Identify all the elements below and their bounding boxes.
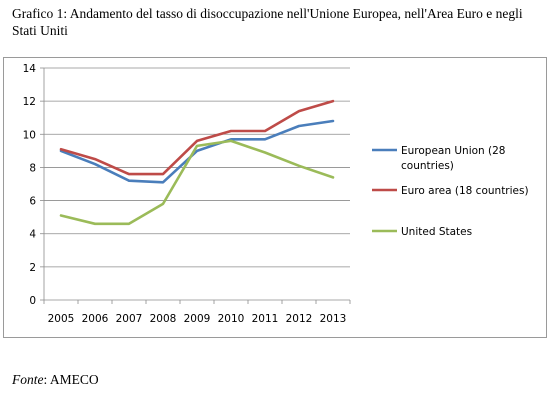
x-tick-label: 2013 bbox=[320, 313, 347, 325]
x-tick-label: 2012 bbox=[286, 313, 313, 325]
x-tick-label: 2006 bbox=[82, 313, 109, 325]
source-note: Fonte: AMECO bbox=[12, 372, 99, 388]
figure-title: Grafico 1: Andamento del tasso di disocc… bbox=[12, 6, 523, 38]
y-tick-label: 8 bbox=[29, 162, 36, 174]
x-tick-label: 2008 bbox=[150, 313, 177, 325]
chart-area bbox=[3, 57, 547, 338]
y-tick-label: 6 bbox=[29, 196, 36, 208]
series-line bbox=[59, 119, 335, 184]
y-tick-label: 2 bbox=[29, 262, 36, 274]
source-value: : AMECO bbox=[43, 372, 99, 387]
y-tick-label: 10 bbox=[23, 129, 36, 141]
gridlines bbox=[44, 67, 350, 268]
x-tick-label: 2009 bbox=[184, 313, 211, 325]
series-lines bbox=[59, 99, 335, 226]
y-tick-label: 12 bbox=[23, 96, 36, 108]
y-tick-label: 0 bbox=[29, 295, 36, 307]
series-line bbox=[59, 139, 335, 226]
legend-label: Euro area (18 countries) bbox=[401, 185, 529, 197]
legend-label: United States bbox=[401, 226, 472, 238]
y-tick-label: 14 bbox=[23, 63, 37, 75]
y-tick-label: 4 bbox=[29, 229, 36, 241]
x-tick-label: 2011 bbox=[252, 313, 279, 325]
x-tick-label: 2007 bbox=[116, 313, 143, 325]
legend: European Union (28 countries) Euro area (1… bbox=[372, 145, 529, 238]
legend-label: European Union (28 bbox=[401, 145, 505, 157]
legend-label: countries) bbox=[401, 160, 454, 172]
x-tick-label: 2005 bbox=[48, 313, 75, 325]
source-label: Fonte bbox=[12, 372, 44, 387]
series-line bbox=[59, 99, 335, 176]
axes: 0 2 4 6 8 10 12 14 2005 2006 2007 2008 2009 2010 2011 2… bbox=[23, 63, 351, 325]
x-tick-label: 2010 bbox=[218, 313, 245, 325]
